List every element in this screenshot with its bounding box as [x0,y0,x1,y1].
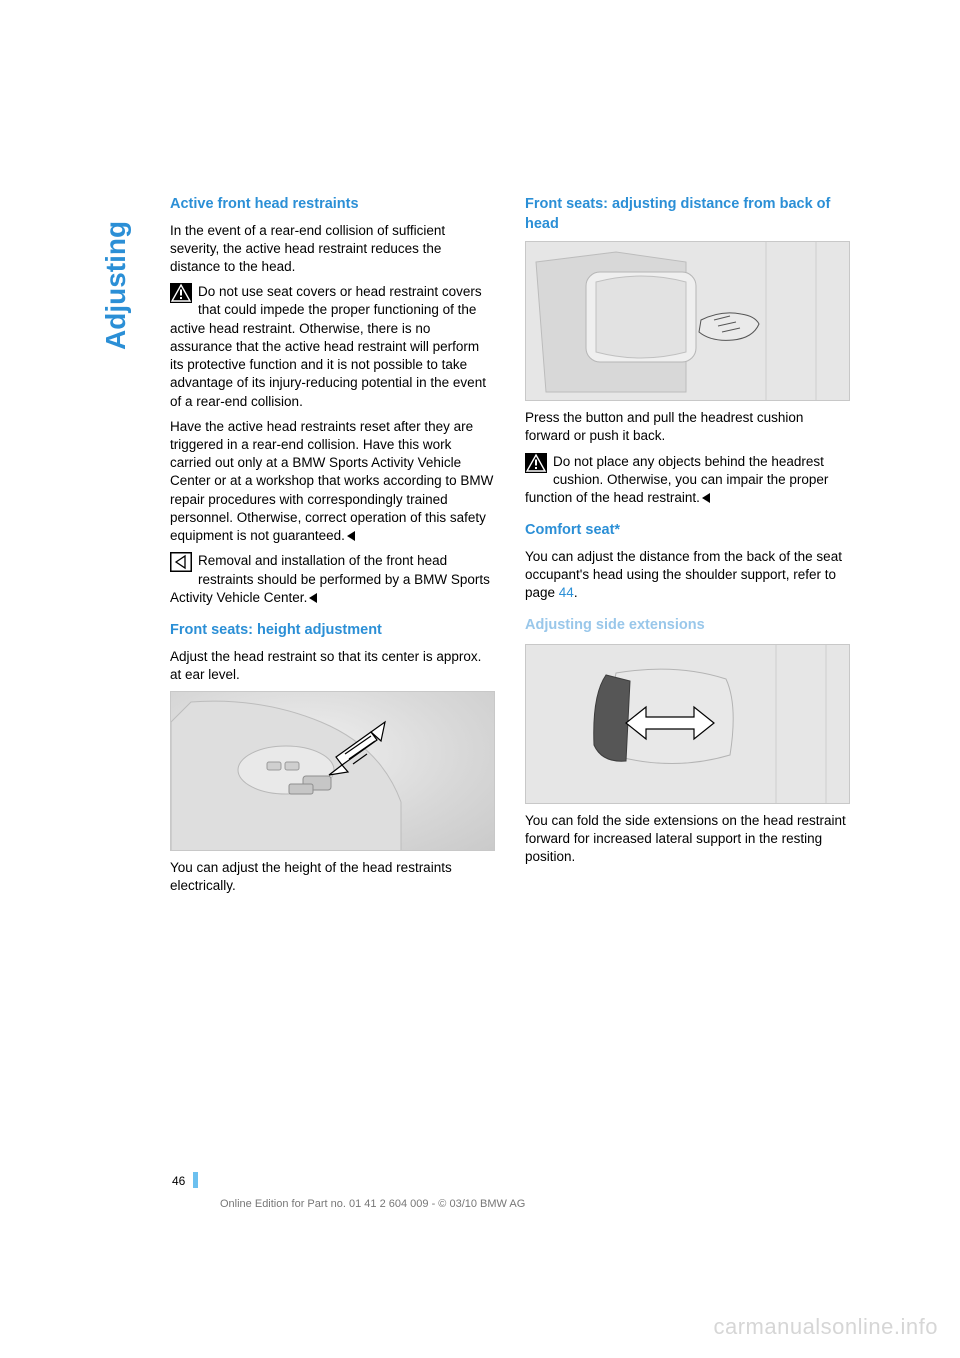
section-front-seats-height: Front seats: height adjustment Adjust th… [170,621,495,895]
body-text: You can fold the side extensions on the … [525,812,850,867]
section-active-front-head-restraints: Active front head restraints In the even… [170,195,495,607]
warning-text: Do not use seat covers or head restraint… [170,284,486,408]
body-text: You can adjust the height of the head re… [170,859,495,895]
content-columns: Active front head restraints In the even… [170,195,850,909]
heading-front-seats-distance: Front seats: adjusting distance from bac… [525,195,850,234]
body-text: Have the active head restraints reset af… [170,419,493,543]
body-text-span: . [574,585,578,600]
page-number: 46 [170,1172,191,1190]
heading-comfort-seat: Comfort seat* [525,521,850,541]
page-number-block: 46 [170,1172,198,1190]
heading-front-seats-height: Front seats: height adjustment [170,621,495,641]
body-text: In the event of a rear-end collision of … [170,222,495,277]
end-marker-icon [347,531,355,541]
note-block: Removal and installation of the front he… [170,552,495,607]
body-text: Adjust the head restraint so that its ce… [170,648,495,684]
figure-side-extensions [525,644,850,804]
body-text: You can adjust the distance from the bac… [525,548,850,603]
warning-block: Do not use seat covers or head restraint… [170,283,495,411]
page: Adjusting Active front head restraints I… [0,0,960,1358]
figure-seat-height-controls [170,691,495,851]
body-text: Press the button and pull the headrest c… [525,409,850,445]
end-marker-icon [702,493,710,503]
right-column: Front seats: adjusting distance from bac… [525,195,850,909]
note-icon [170,552,192,577]
section-tab-label: Adjusting [100,221,132,350]
section-adjusting-side-extensions: Adjusting side extensions [525,616,850,866]
edition-line: Online Edition for Part no. 01 41 2 604 … [220,1198,525,1210]
warning-text: Do not place any objects behind the head… [525,454,828,505]
warning-block: Do not place any objects behind the head… [525,453,850,508]
figure-headrest-distance [525,241,850,401]
heading-active-front-head-restraints: Active front head restraints [170,195,495,215]
heading-adjusting-side-extensions: Adjusting side extensions [525,616,850,636]
warning-icon [525,453,547,478]
warning-text-cont: Have the active head restraints reset af… [170,418,495,546]
note-text: Removal and installation of the front he… [170,553,490,604]
warning-icon [170,283,192,308]
section-comfort-seat: Comfort seat* You can adjust the distanc… [525,521,850,602]
end-marker-icon [309,593,317,603]
page-number-accent [193,1172,198,1188]
left-column: Active front head restraints In the even… [170,195,495,909]
page-ref-link[interactable]: 44 [559,585,574,600]
watermark: carmanualsonline.info [713,1314,938,1340]
section-front-seats-distance: Front seats: adjusting distance from bac… [525,195,850,507]
